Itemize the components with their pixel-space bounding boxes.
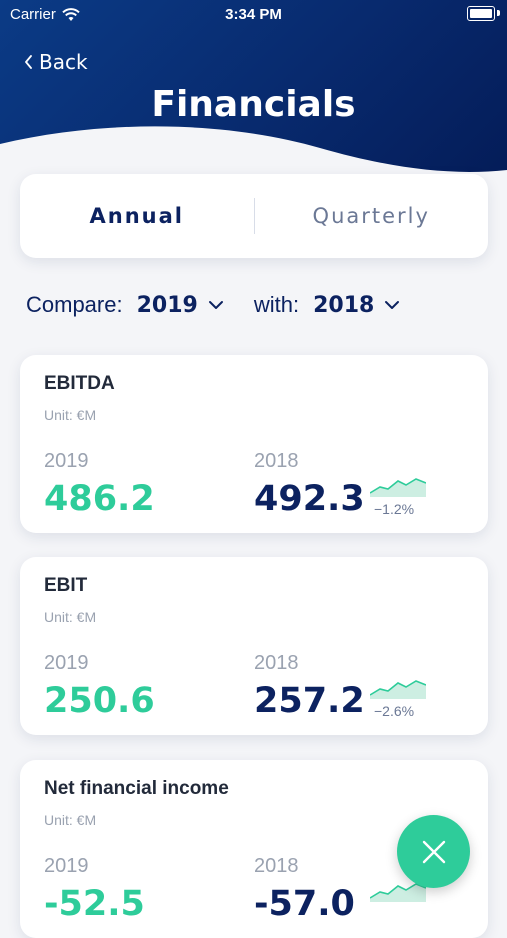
metric-unit: Unit: €M (44, 407, 97, 423)
with-year-value: 2018 (313, 292, 375, 318)
battery-nub (497, 10, 500, 16)
carrier-label: Carrier (10, 6, 56, 23)
metric-unit: Unit: €M (44, 609, 97, 625)
metric-value-previous: 257.2 (254, 681, 365, 721)
compare-year-value: 2019 (136, 292, 198, 318)
segment-divider (253, 198, 255, 234)
status-bar: Carrier 3:34 PM (0, 0, 507, 28)
metric-name: EBIT (44, 575, 88, 596)
tab-annual[interactable]: Annual (89, 204, 184, 228)
compare-year-dropdown[interactable]: 2019 (137, 293, 224, 318)
metric-year-current: 2019 (44, 450, 89, 472)
status-time: 3:34 PM (225, 6, 282, 23)
metric-card-ebit[interactable]: EBIT Unit: €M 2019 250.6 2018 257.2 −2.6… (20, 557, 488, 735)
sparkline-icon (370, 680, 426, 699)
metric-value-current: 486.2 (44, 479, 155, 519)
compare-row: Compare: 2019 with: 2018 (26, 288, 400, 322)
metric-value-previous: -57.0 (254, 884, 355, 924)
battery-icon (467, 6, 495, 21)
period-segmented-control: Annual Quarterly (20, 174, 488, 258)
header-wave (0, 126, 507, 188)
close-fab-button[interactable] (397, 815, 470, 888)
metric-value-current: -52.5 (44, 884, 145, 924)
chevron-down-icon (385, 301, 400, 309)
metric-unit: Unit: €M (44, 812, 97, 828)
metric-year-previous: 2018 (254, 450, 299, 472)
metric-year-previous: 2018 (254, 652, 299, 674)
chevron-left-icon (25, 55, 32, 69)
metric-card-ebitda[interactable]: EBITDA Unit: €M 2019 486.2 2018 492.3 −1… (20, 355, 488, 533)
metric-year-previous: 2018 (254, 855, 299, 877)
chevron-down-icon (208, 301, 223, 309)
back-label: Back (39, 50, 88, 74)
with-year-dropdown[interactable]: 2018 (313, 293, 400, 318)
metric-value-current: 250.6 (44, 681, 155, 721)
metric-year-current: 2019 (44, 652, 89, 674)
metric-name: EBITDA (44, 373, 115, 394)
compare-label: Compare: (26, 292, 123, 317)
close-icon (422, 840, 445, 863)
wifi-icon (62, 7, 80, 21)
back-button[interactable]: Back (24, 50, 88, 74)
metric-year-current: 2019 (44, 855, 89, 877)
with-label: with: (253, 292, 300, 317)
tab-quarterly[interactable]: Quarterly (312, 204, 430, 228)
page-title: Financials (151, 84, 356, 125)
metric-delta: −1.2% (374, 501, 415, 517)
metric-name: Net financial income (44, 778, 229, 799)
metric-value-previous: 492.3 (254, 479, 365, 519)
sparkline-icon (370, 478, 426, 497)
metric-delta: −2.6% (374, 703, 415, 719)
